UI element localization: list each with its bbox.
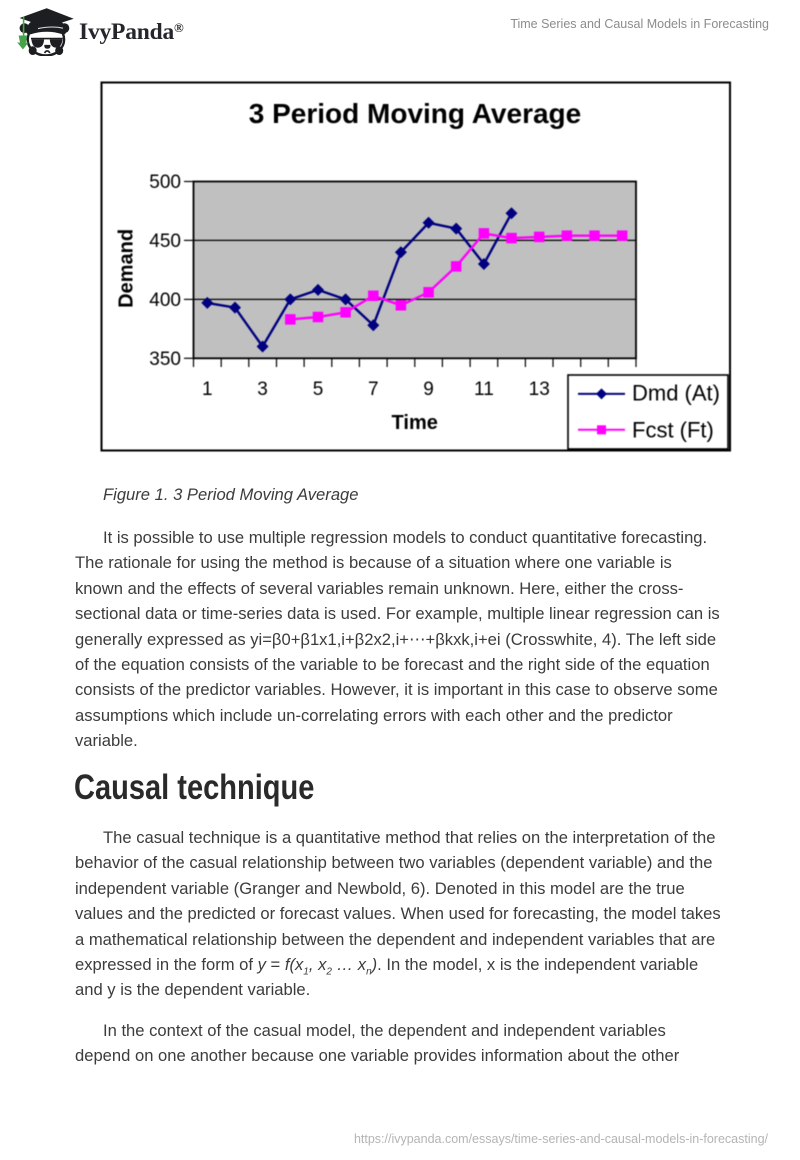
svg-text:Dmd (At): Dmd (At) [632,380,720,405]
svg-text:350: 350 [149,349,181,370]
svg-text:3: 3 [257,379,268,400]
svg-text:Fcst (Ft): Fcst (Ft) [632,418,714,443]
svg-text:7: 7 [368,379,379,400]
svg-text:9: 9 [423,379,434,400]
svg-text:3 Period Moving Average: 3 Period Moving Average [249,98,581,129]
svg-text:500: 500 [149,172,181,193]
svg-text:1: 1 [202,379,213,400]
svg-text:5: 5 [313,379,324,400]
svg-text:Demand: Demand [116,229,138,308]
svg-text:400: 400 [149,290,181,311]
svg-text:Time: Time [392,412,438,434]
svg-text:11: 11 [474,379,494,400]
svg-text:450: 450 [149,231,181,252]
svg-text:13: 13 [529,379,550,400]
